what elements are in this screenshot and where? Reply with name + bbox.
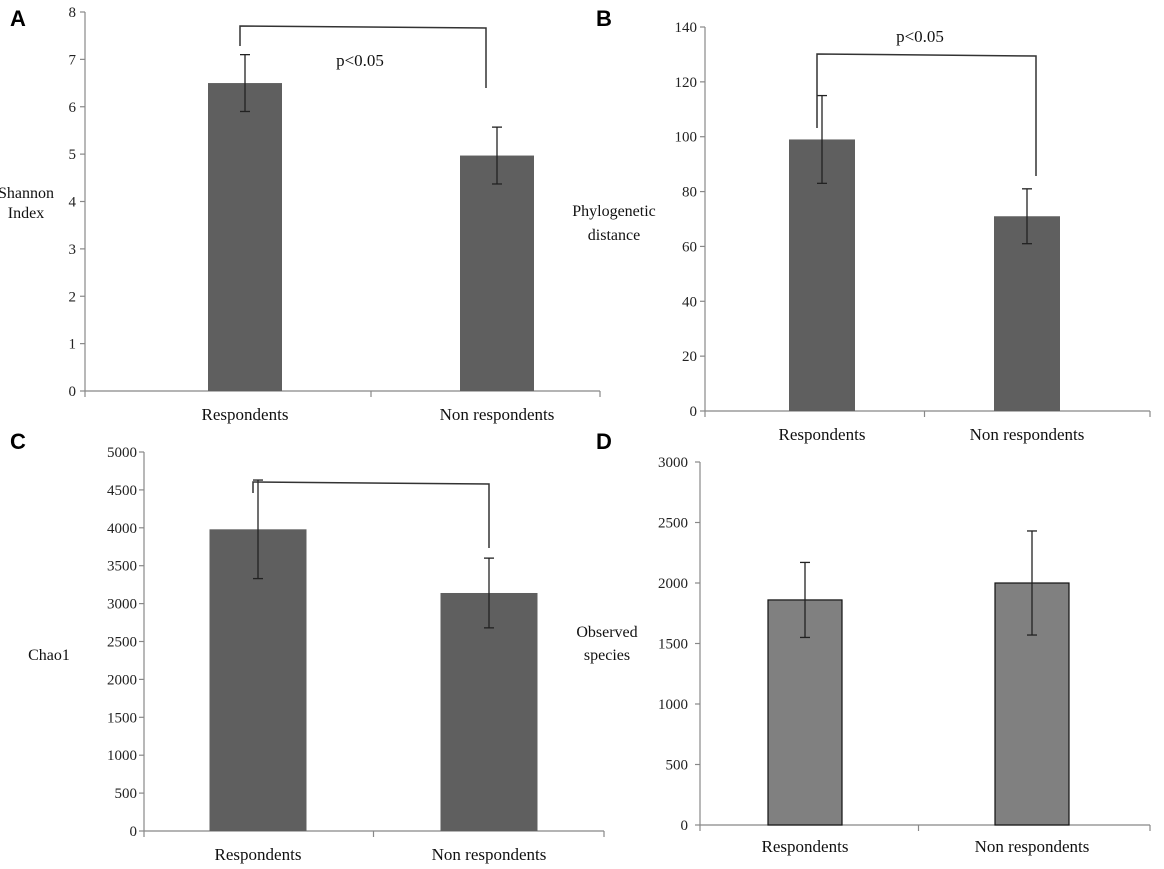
y-tick-label: 5000: [107, 445, 137, 461]
y-tick-label: 3: [69, 242, 77, 258]
y-tick-label: 1500: [107, 710, 137, 726]
bar-respondents: [208, 83, 282, 391]
y-axis-title-line: Chao1: [28, 647, 70, 664]
y-tick-label: 5: [69, 147, 77, 163]
y-tick-label: 2000: [658, 576, 688, 592]
panel-letter-d: D: [596, 429, 612, 454]
y-tick-label: 4000: [107, 521, 137, 537]
y-tick-label: 0: [130, 824, 138, 840]
x-category-label: Non respondents: [432, 845, 547, 864]
x-category-label: Respondents: [779, 425, 866, 444]
panel-letter-c: C: [10, 429, 26, 454]
bar-non-respondents: [440, 592, 538, 831]
y-tick-label: 1: [69, 337, 77, 353]
y-tick-label: 2000: [107, 672, 137, 688]
significance-bracket: [816, 53, 1037, 176]
x-category-label: Non respondents: [975, 837, 1090, 856]
y-tick-label: 6: [69, 100, 77, 116]
y-tick-label: 0: [690, 404, 698, 420]
panel-letter-b: B: [596, 6, 612, 31]
y-tick-label: 2: [69, 289, 77, 305]
x-category-label: Non respondents: [970, 425, 1085, 444]
bar-respondents: [789, 139, 855, 411]
y-tick-label: 8: [69, 5, 77, 21]
y-tick-label: 3000: [658, 455, 688, 471]
significance-annotation: p<0.05: [336, 51, 384, 70]
y-tick-label: 500: [666, 758, 689, 774]
y-axis-title-line: Index: [8, 205, 44, 222]
y-tick-label: 0: [681, 818, 689, 834]
significance-annotation: p<0.05: [896, 27, 944, 46]
y-tick-label: 60: [682, 239, 697, 255]
y-tick-label: 20: [682, 349, 697, 365]
y-tick-label: 2500: [658, 516, 688, 532]
bar-respondents: [209, 529, 307, 831]
y-tick-label: 2500: [107, 635, 137, 651]
y-axis-title-line: distance: [588, 227, 640, 244]
y-tick-label: 4: [69, 195, 77, 211]
bar-non-respondents: [994, 216, 1060, 411]
y-tick-label: 7: [69, 52, 77, 68]
y-tick-label: 1000: [107, 748, 137, 764]
panel-a: A 0 1 2 3 4 5 6 7 8 Shannon Index Respondents Non res…: [0, 5, 601, 424]
y-tick-label: 80: [682, 185, 697, 201]
y-tick-label: 3000: [107, 597, 137, 613]
y-tick-label: 0: [69, 384, 77, 400]
panel-d: D 0 500 1000 1500 2000 2500 3000 Observed species…: [576, 429, 1151, 856]
bar-non-respondents: [460, 155, 534, 391]
y-tick-label: 4500: [107, 483, 137, 499]
panel-b: B 0 20 40 60 80 100 120 140 Phylogenetic distance R…: [572, 6, 1151, 444]
y-tick-label: 140: [675, 20, 698, 36]
y-axis-title-line: Shannon: [0, 185, 54, 202]
y-tick-label: 3500: [107, 559, 137, 575]
y-axis-title-line: species: [584, 647, 630, 664]
x-category-label: Respondents: [202, 405, 289, 424]
panel-c: C 0 500 1000 1500 2000 2500 3000 3500 4000 4500 500…: [10, 429, 605, 864]
y-tick-label: 1500: [658, 637, 688, 653]
y-tick-label: 100: [675, 130, 698, 146]
y-tick-label: 500: [115, 786, 138, 802]
y-tick-label: 120: [675, 75, 698, 91]
y-tick-label: 1000: [658, 697, 688, 713]
y-axis-title-line: Observed: [576, 624, 637, 641]
x-category-label: Respondents: [215, 845, 302, 864]
panel-letter-a: A: [10, 6, 26, 31]
x-category-label: Non respondents: [440, 405, 555, 424]
significance-bracket: [252, 481, 490, 548]
y-tick-label: 40: [682, 294, 697, 310]
y-axis-title-line: Phylogenetic: [572, 203, 656, 220]
x-category-label: Respondents: [762, 837, 849, 856]
significance-bracket: [239, 25, 487, 88]
